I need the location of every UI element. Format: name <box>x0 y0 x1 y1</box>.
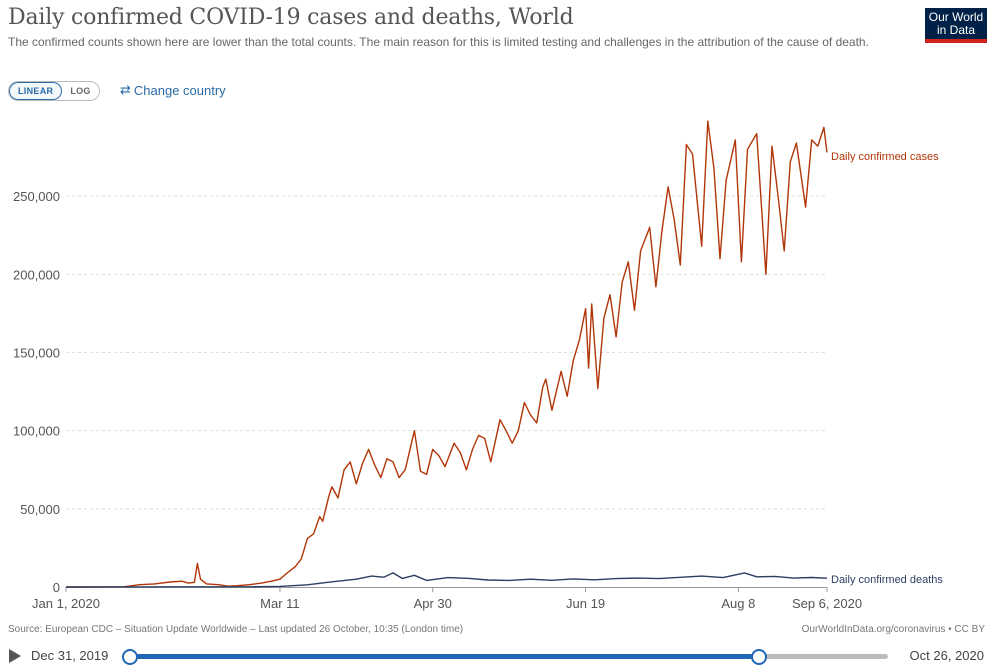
series-lines[interactable] <box>65 120 828 588</box>
owid-logo[interactable]: Our World in Data <box>925 8 987 43</box>
timeline-track[interactable] <box>122 649 888 665</box>
y-tick-label: 0 <box>53 580 60 595</box>
linear-scale-button[interactable]: LINEAR <box>9 82 63 100</box>
chart-subtitle: The confirmed counts shown here are lowe… <box>8 35 869 49</box>
gridlines <box>66 195 827 510</box>
play-icon[interactable] <box>9 649 21 663</box>
deaths-series-label[interactable]: Daily confirmed deaths <box>831 574 943 586</box>
timeline-start-label: Dec 31, 2019 <box>31 648 109 663</box>
logo-line-2: in Data <box>936 23 976 37</box>
axes: 0 50,000 100,000 150,000 200,000 250,000 Jan 1… <box>13 189 862 611</box>
logo-line-1: Our World <box>928 10 984 24</box>
timeline-end-label: Oct 26, 2020 <box>909 648 984 663</box>
timeline-selection <box>130 654 760 659</box>
cases-line[interactable] <box>65 120 828 588</box>
y-tick-label: 250,000 <box>13 189 60 204</box>
x-tick-label: Mar 11 <box>260 596 300 611</box>
log-scale-button[interactable]: LOG <box>70 86 91 96</box>
y-tick-label: 50,000 <box>20 502 60 517</box>
y-tick-label: 100,000 <box>13 424 60 439</box>
timeline-start-handle[interactable] <box>122 649 138 665</box>
series-labels: Daily confirmed cases Daily confirmed dea… <box>831 151 943 586</box>
chart-title: Daily confirmed COVID-19 cases and death… <box>8 5 574 30</box>
source-note: Source: European CDC – Situation Update … <box>8 624 464 635</box>
x-tick-label: Jan 1, 2020 <box>32 596 100 611</box>
timeline-end-handle[interactable] <box>751 649 768 665</box>
x-tick-label: Sep 6, 2020 <box>792 596 862 611</box>
change-country-button[interactable]: ⇄ Change country <box>120 82 226 98</box>
scale-toggle[interactable]: LINEAR LOG <box>8 81 100 101</box>
change-country-label: Change country <box>133 82 226 98</box>
x-tick-label: Apr 30 <box>414 596 452 611</box>
x-tick-label: Aug 8 <box>721 596 755 611</box>
x-tick-label: Jun 19 <box>566 596 605 611</box>
timeline[interactable]: Dec 31, 2019 Oct 26, 2020 <box>0 643 999 669</box>
deaths-line[interactable] <box>65 572 828 588</box>
swap-arrows-icon: ⇄ <box>120 82 131 97</box>
y-tick-label: 200,000 <box>13 267 60 282</box>
cases-series-label[interactable]: Daily confirmed cases <box>831 151 939 163</box>
y-tick-label: 150,000 <box>13 346 60 361</box>
line-chart: 0 50,000 100,000 150,000 200,000 250,000 Jan 1… <box>13 120 943 611</box>
footer-link[interactable]: OurWorldInData.org/coronavirus • CC BY <box>801 624 985 635</box>
